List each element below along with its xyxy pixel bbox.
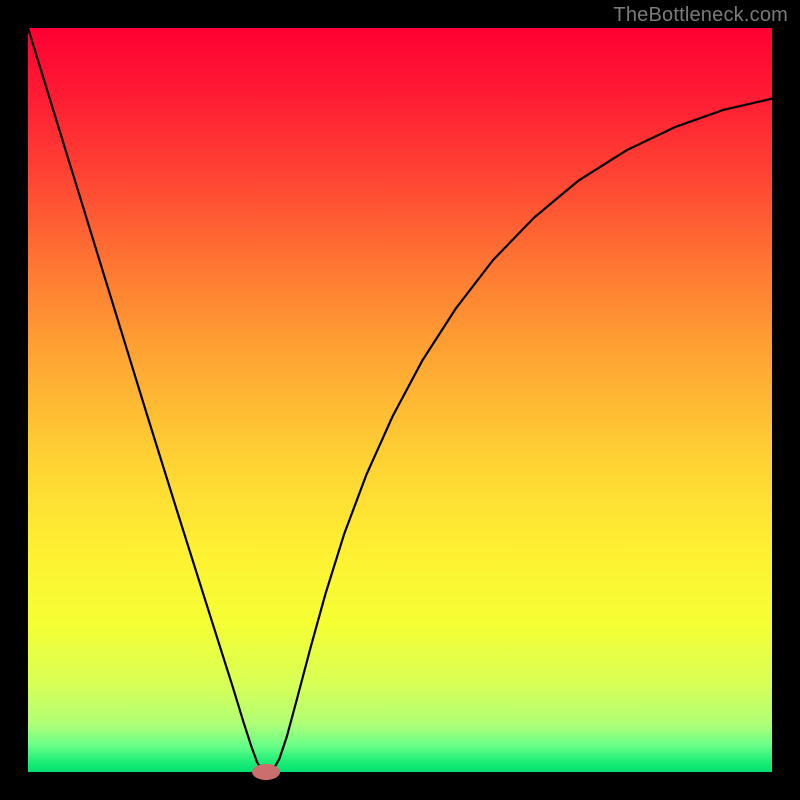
chart-svg xyxy=(0,0,800,800)
chart-canvas: TheBottleneck.com xyxy=(0,0,800,800)
vertex-marker xyxy=(252,764,280,780)
watermark-text: TheBottleneck.com xyxy=(613,4,788,27)
plot-area xyxy=(28,28,772,772)
